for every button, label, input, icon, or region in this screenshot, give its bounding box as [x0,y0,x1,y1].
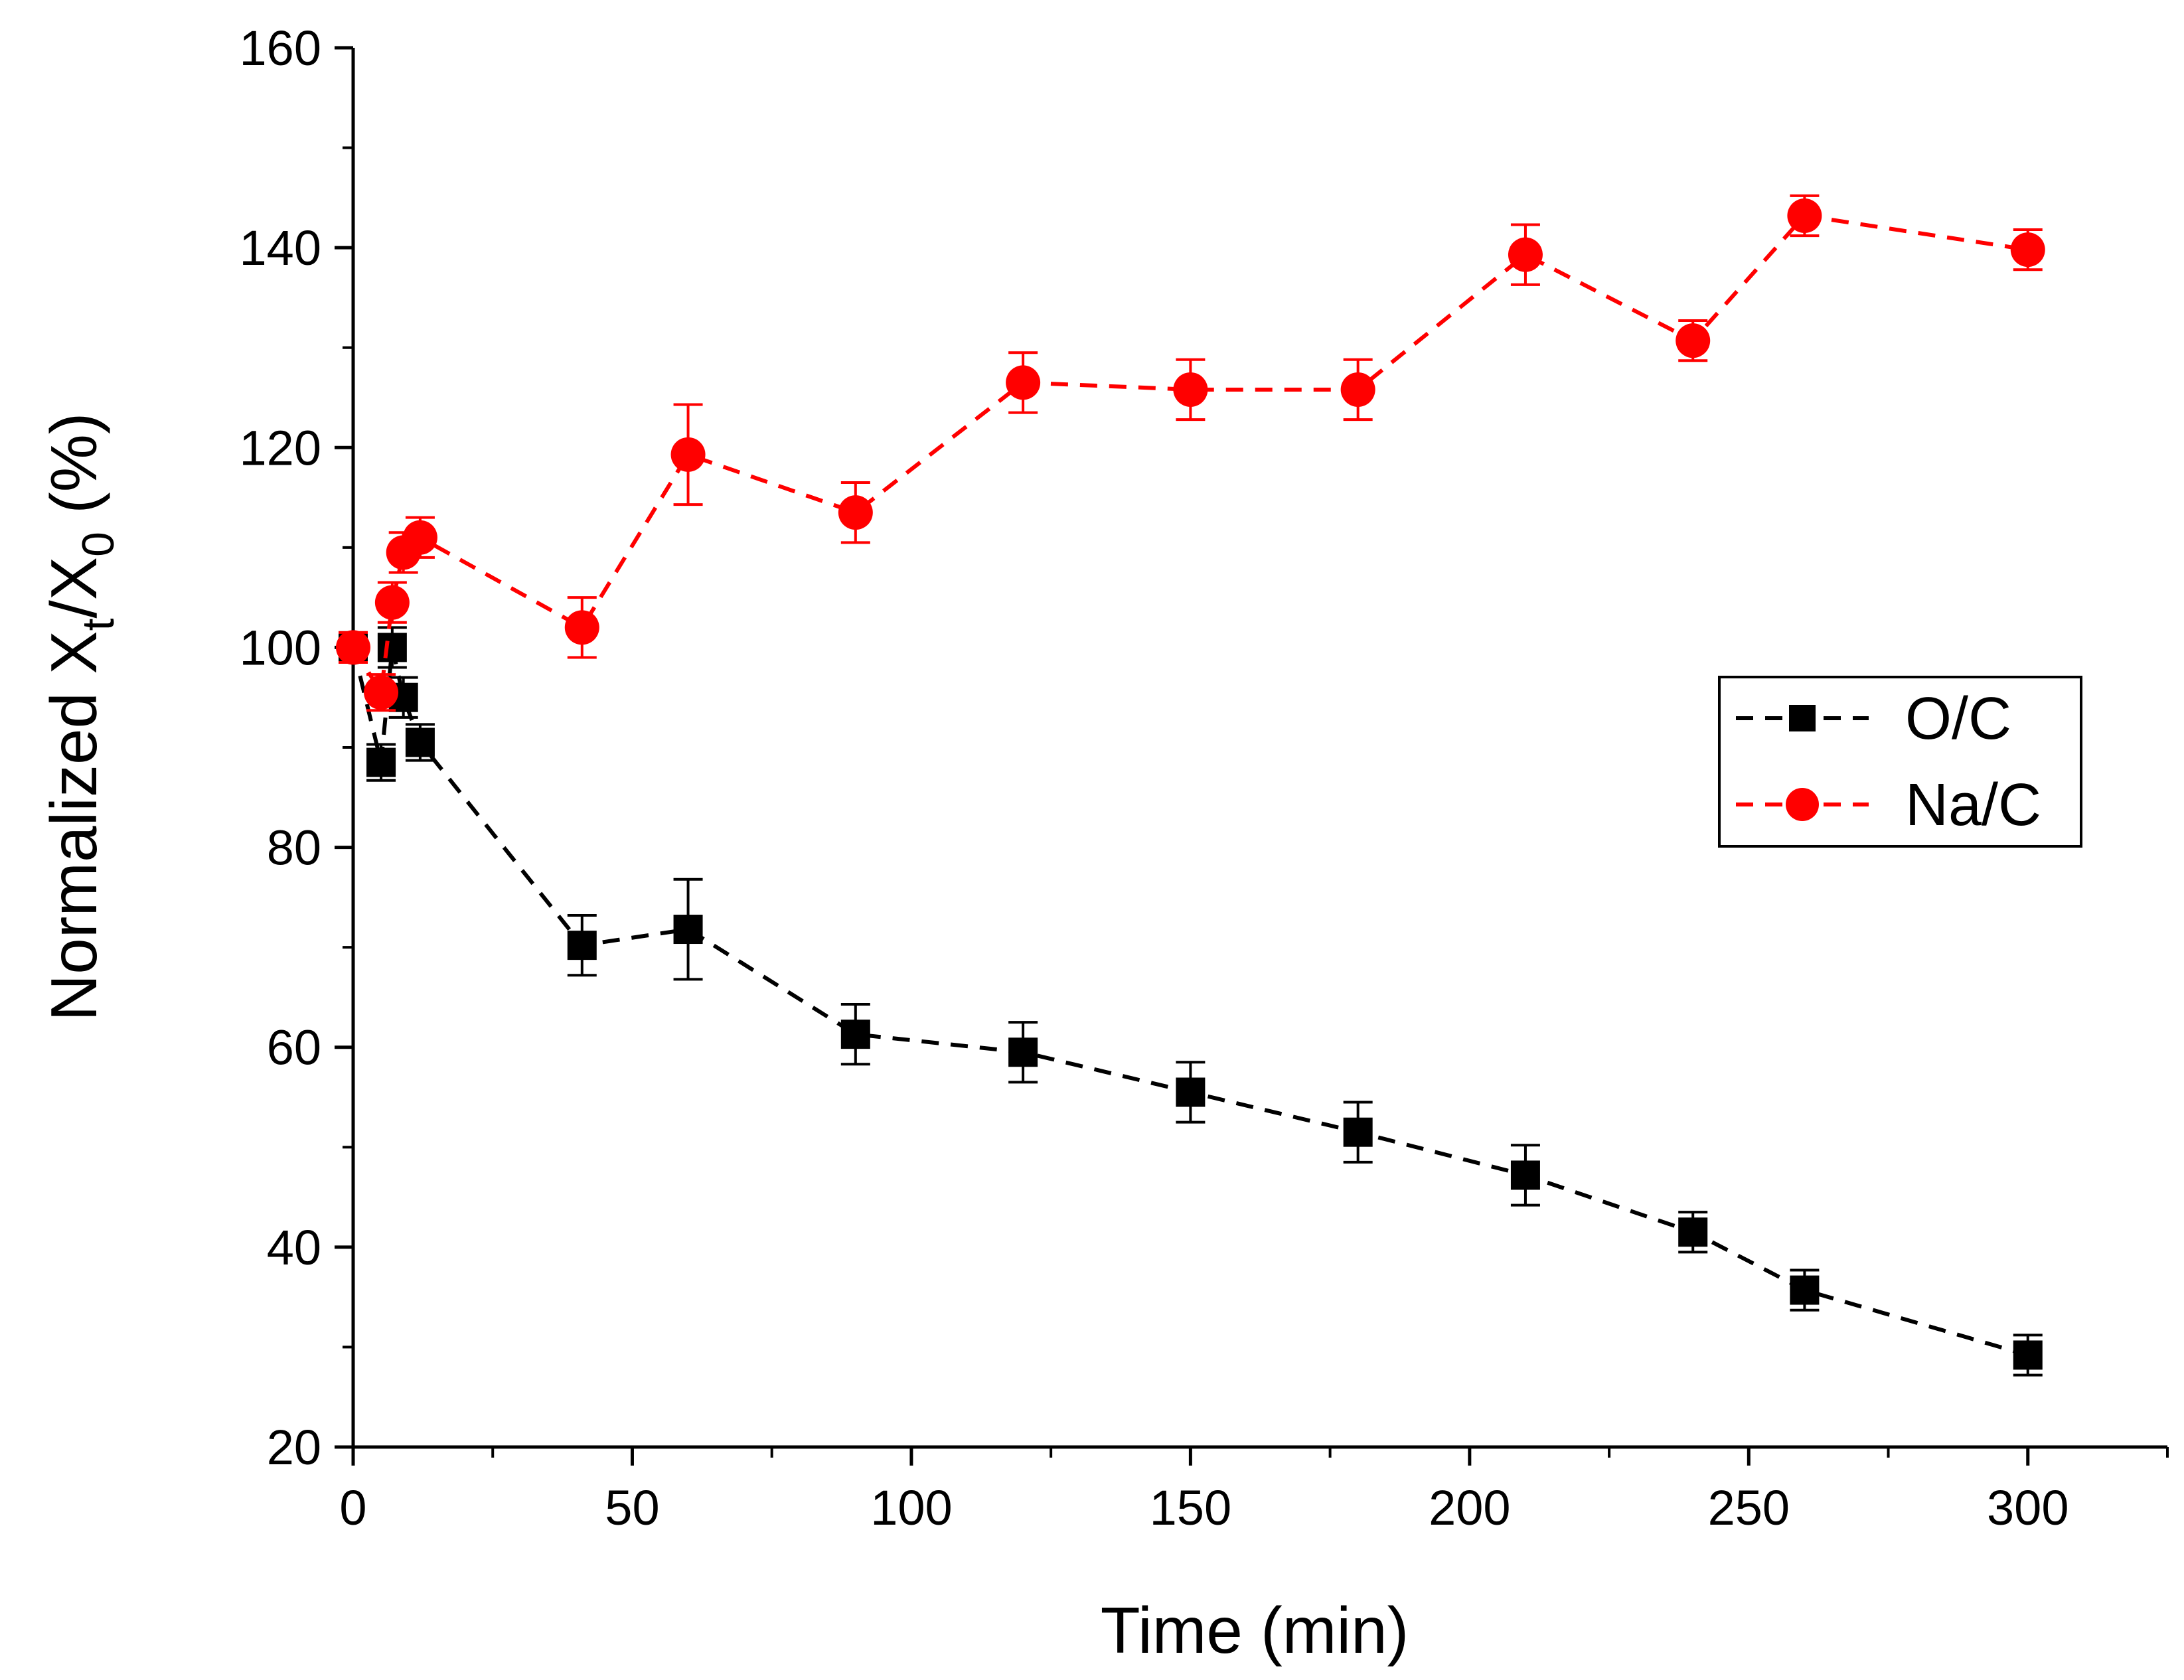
data-point [1340,372,1375,407]
y-tick-label: 160 [240,21,321,76]
y-tick-label: 40 [267,1220,321,1275]
x-tick-label: 200 [1429,1480,1510,1535]
y-axis-title: Normalized Xt/X0 (%) [37,412,123,1021]
y-tick-label: 60 [267,1020,321,1075]
data-point [336,630,370,665]
data-point [838,495,873,530]
series-oc [339,626,2043,1377]
data-point [1008,1037,1038,1067]
data-point [670,437,706,472]
series-layer [336,194,2045,1377]
legend: O/C Na/C [1718,676,2082,848]
series-line [351,647,2029,1357]
legend-box [1718,676,2082,848]
y-tick-label: 20 [267,1420,321,1475]
data-point [366,747,396,777]
axes: 20 40 60 80 100 120 140 160 0 50 100 150 200 250 300 [240,21,2169,1535]
data-point [1173,372,1208,407]
x-tick-label: 0 [339,1480,366,1535]
x-tick-label: 150 [1150,1480,1231,1535]
data-point [1510,1160,1540,1190]
series-line [351,213,2029,698]
y-tick-label: 120 [240,420,321,475]
data-point [840,1020,870,1049]
series-nac [336,194,2045,712]
y-tick-label: 80 [267,820,321,876]
data-point [673,915,703,945]
data-point [2013,1340,2043,1370]
x-tick-label: 250 [1708,1480,1790,1535]
data-point [1790,1275,1820,1305]
data-point [564,610,599,645]
x-tick-label: 300 [1987,1480,2068,1535]
x-axis-title: Time (min) [1101,1594,1409,1667]
data-point [405,727,435,757]
data-point [1508,237,1543,272]
data-point [567,931,597,960]
x-tick-label: 50 [605,1480,659,1535]
legend-label-nac: Na/C [1905,772,2041,838]
data-point [374,585,410,620]
legend-marker-oc [1789,705,1816,731]
data-point [377,633,407,662]
data-point [1176,1077,1206,1107]
y-tick-label: 140 [240,220,321,275]
data-point [1343,1117,1373,1147]
data-point [2010,232,2045,267]
legend-label-oc: O/C [1905,686,2011,752]
data-point [1006,365,1041,400]
y-tick-label: 100 [240,620,321,675]
legend-marker-nac [1786,788,1819,821]
data-point [1787,198,1822,233]
data-point [402,520,437,555]
data-point [1676,323,1711,358]
x-tick-label: 100 [870,1480,952,1535]
data-point [1678,1217,1708,1247]
data-point [364,675,399,710]
